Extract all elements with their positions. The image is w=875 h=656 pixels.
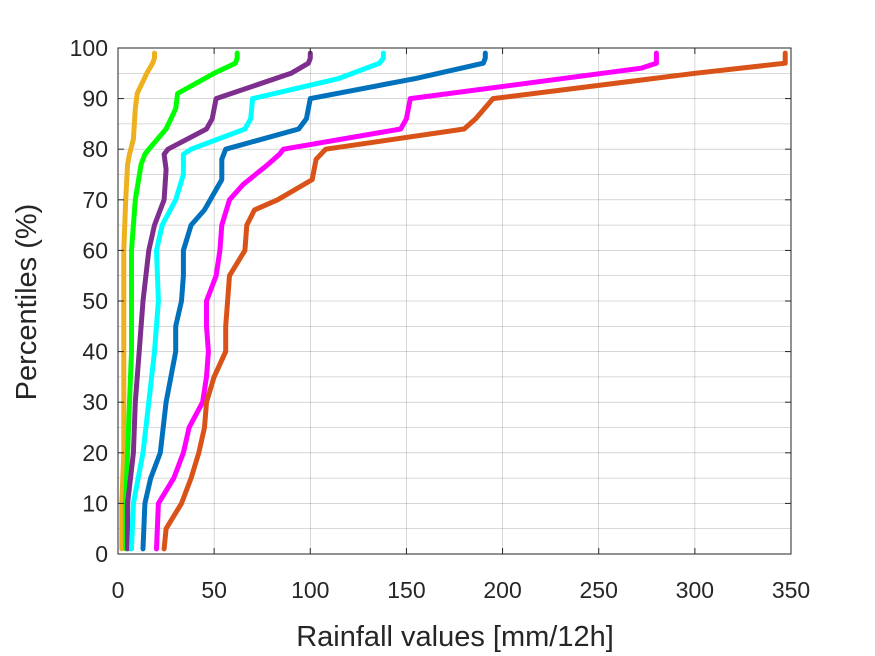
y-tick-label: 60 (82, 237, 108, 263)
y-tick-label: 30 (82, 389, 108, 415)
axes-layer (117, 47, 792, 555)
y-tick-label: 80 (82, 136, 108, 162)
x-tick-label: 200 (483, 577, 521, 603)
x-tick-label: 300 (676, 577, 714, 603)
series-line-4 (129, 50, 386, 552)
series-line-2 (123, 50, 240, 552)
y-tick-label: 70 (82, 187, 108, 213)
y-tick-label: 100 (70, 35, 108, 61)
tick-label-layer: 0 50 100 150 200 250 300 350 0 10 20 30 40 50 60 70 80 90… (70, 35, 811, 603)
x-tick-label: 0 (112, 577, 125, 603)
x-tick-label: 50 (201, 577, 227, 603)
y-tick-label: 50 (82, 288, 108, 314)
series-line-6 (154, 50, 659, 552)
series-line-5 (140, 50, 488, 552)
x-tick-label: 350 (772, 577, 810, 603)
series-line-1 (119, 50, 157, 552)
series-line-7 (161, 50, 788, 552)
y-tick-label: 90 (82, 86, 108, 112)
x-tick-label: 150 (387, 577, 425, 603)
series-layer (119, 50, 788, 552)
x-tick-label: 100 (291, 577, 329, 603)
y-tick-label: 10 (82, 490, 108, 516)
y-tick-label: 0 (95, 541, 108, 567)
series-line-3 (125, 50, 313, 552)
grid-layer (117, 47, 792, 555)
y-tick-label: 20 (82, 440, 108, 466)
x-tick-label: 250 (580, 577, 618, 603)
y-axis-label: Percentiles (%) (11, 204, 43, 401)
x-axis-label: Rainfall values [mm/12h] (296, 621, 614, 653)
y-tick-label: 40 (82, 339, 108, 365)
